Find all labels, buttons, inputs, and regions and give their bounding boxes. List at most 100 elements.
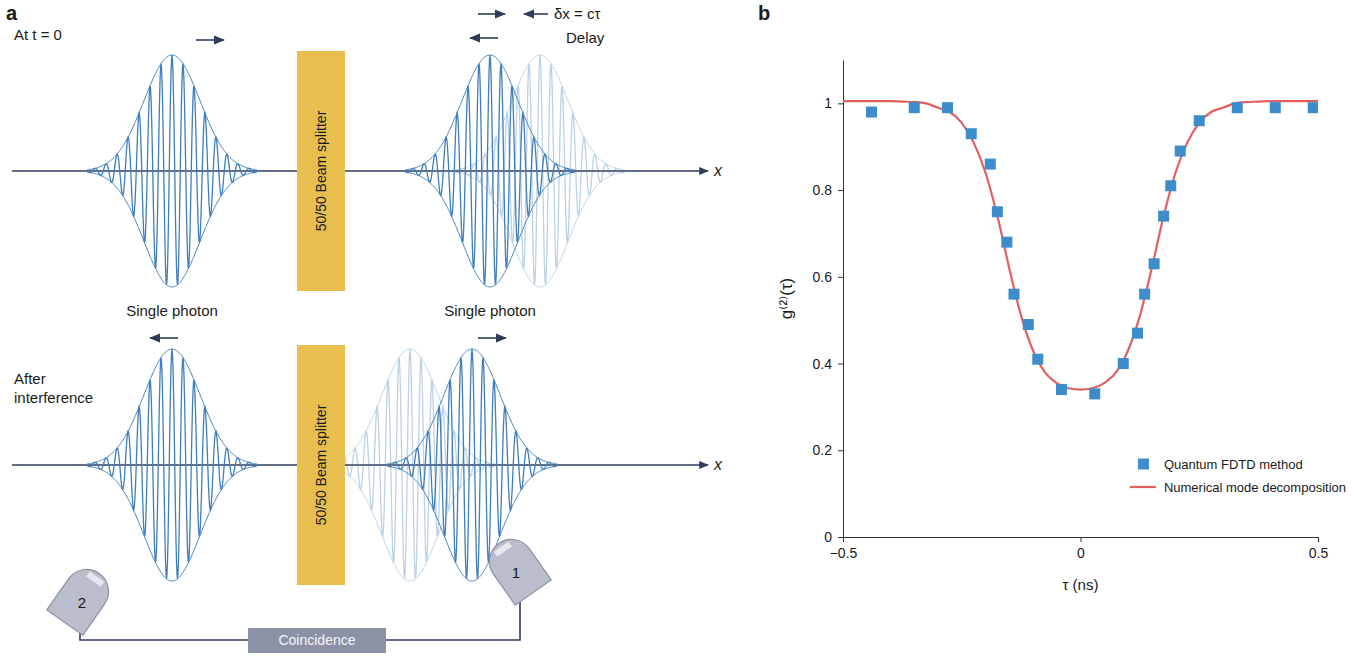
caption-line: After bbox=[14, 370, 46, 387]
wave-envelope bbox=[87, 466, 257, 581]
y-tick-mark bbox=[838, 277, 843, 278]
y-tick-mark bbox=[838, 190, 843, 191]
x-axis: −0.5 0 0.5 bbox=[830, 537, 1329, 561]
panel-label: b bbox=[758, 2, 770, 24]
axis-label: x bbox=[713, 162, 723, 179]
data-point bbox=[1009, 289, 1020, 300]
detector: 1 bbox=[481, 531, 551, 605]
data-point bbox=[1270, 102, 1281, 113]
arrow bbox=[196, 39, 224, 41]
beam-splitter bbox=[297, 345, 345, 585]
wave-envelope bbox=[87, 172, 257, 287]
wave-envelope bbox=[87, 349, 257, 464]
y-tick: 0.4 bbox=[813, 356, 843, 372]
y-axis-line bbox=[843, 61, 844, 538]
legend-item: Numerical mode decomposition bbox=[1130, 480, 1346, 495]
x-axis-line bbox=[12, 464, 708, 465]
detector-label: 2 bbox=[78, 594, 86, 611]
caption-line: interference bbox=[14, 389, 93, 406]
y-tick-label: 0.6 bbox=[813, 269, 833, 285]
row-after: x 50/50 Beam splitter After interference Coi… bbox=[12, 338, 723, 653]
plot-area bbox=[843, 101, 1318, 399]
x-tick-label: 0 bbox=[1077, 545, 1085, 561]
photon-label: Single photon bbox=[126, 302, 218, 319]
y-tick: 0.6 bbox=[813, 269, 843, 285]
y-tick-label: 0 bbox=[824, 529, 832, 545]
y-tick-mark bbox=[838, 537, 843, 538]
detector-window bbox=[86, 572, 104, 587]
wave-packet bbox=[87, 55, 257, 287]
arrow bbox=[470, 37, 498, 39]
detector-shape bbox=[481, 531, 551, 605]
arrow bbox=[150, 337, 178, 339]
x-tick-label: 0.5 bbox=[1309, 545, 1329, 561]
coincidence-label: Coincidence bbox=[278, 632, 355, 648]
beam-splitter-label: 50/50 Beam splitter bbox=[313, 404, 329, 525]
x-tick-label: −0.5 bbox=[830, 545, 858, 561]
data-point bbox=[1032, 354, 1043, 365]
y-tick-label: 0.2 bbox=[813, 442, 833, 458]
detector: 2 bbox=[47, 561, 117, 635]
panel-label: a bbox=[6, 2, 18, 24]
arrow bbox=[524, 13, 548, 15]
data-point bbox=[1132, 328, 1143, 339]
data-point bbox=[1165, 180, 1176, 191]
x-tick-mark bbox=[843, 537, 844, 542]
data-point bbox=[1194, 115, 1205, 126]
wave-carrier bbox=[405, 55, 575, 285]
data-point bbox=[1089, 388, 1100, 399]
panel-b: b00.20.40.60.81−0.500.5τ (ns)g⁽²⁾(τ)Quan… bbox=[758, 2, 1346, 593]
data-point bbox=[966, 128, 977, 139]
data-point bbox=[1023, 319, 1034, 330]
x-tick: −0.5 bbox=[830, 537, 858, 561]
photon-label: Single photon bbox=[444, 302, 536, 319]
y-tick: 1 bbox=[824, 95, 843, 111]
data-point bbox=[992, 206, 1003, 217]
wave-envelope bbox=[405, 55, 575, 170]
legend: Quantum FDTD method Numerical mode decomp… bbox=[1130, 457, 1346, 495]
detector-shape bbox=[47, 561, 117, 635]
y-axis: 00.20.40.60.81 bbox=[813, 61, 844, 545]
axis-label: x bbox=[713, 456, 723, 473]
y-tick-mark bbox=[838, 450, 843, 451]
data-point bbox=[985, 159, 996, 170]
wave-packet bbox=[405, 55, 575, 287]
series-line bbox=[843, 101, 1318, 389]
wave-carrier bbox=[87, 55, 257, 285]
caption: After interference bbox=[14, 370, 93, 406]
data-point bbox=[1139, 289, 1150, 300]
detector-label: 1 bbox=[512, 564, 520, 581]
y-tick: 0.2 bbox=[813, 442, 843, 458]
y-tick-label: 1 bbox=[824, 95, 832, 111]
legend-swatch bbox=[1138, 459, 1149, 470]
legend-label: Quantum FDTD method bbox=[1164, 457, 1303, 472]
data-point bbox=[942, 102, 953, 113]
wave-carrier bbox=[87, 349, 257, 579]
y-tick-label: 0.4 bbox=[813, 356, 833, 372]
legend-label: Numerical mode decomposition bbox=[1164, 480, 1346, 495]
y-tick-mark bbox=[838, 103, 843, 104]
figure: ax50/50 Beam splitterAt t = 0δx = cτDela… bbox=[0, 0, 1354, 659]
x-axis-title: τ (ns) bbox=[1063, 576, 1099, 593]
arrow bbox=[478, 13, 505, 15]
y-tick-mark bbox=[838, 364, 843, 365]
detector-body bbox=[47, 561, 117, 635]
x-tick-mark bbox=[1081, 537, 1082, 542]
wave-envelope bbox=[387, 349, 557, 464]
data-point bbox=[1149, 258, 1160, 269]
panel-a: ax50/50 Beam splitterAt t = 0δx = cτDela… bbox=[6, 2, 723, 653]
legend-swatch bbox=[1130, 486, 1156, 488]
legend-item: Quantum FDTD method bbox=[1138, 457, 1303, 472]
data-point bbox=[1001, 237, 1012, 248]
x-tick: 0.5 bbox=[1309, 537, 1329, 561]
data-point bbox=[866, 107, 877, 118]
detector-body bbox=[481, 531, 551, 605]
wave-packet bbox=[87, 349, 257, 581]
wave-packet bbox=[387, 349, 557, 581]
y-axis-title: g⁽²⁾(τ) bbox=[777, 278, 796, 320]
beam-splitter-label: 50/50 Beam splitter bbox=[313, 110, 329, 231]
wave-envelope bbox=[87, 55, 257, 170]
beam-splitter bbox=[297, 51, 345, 291]
caption: At t = 0 bbox=[14, 26, 62, 43]
data-point bbox=[1056, 384, 1067, 395]
